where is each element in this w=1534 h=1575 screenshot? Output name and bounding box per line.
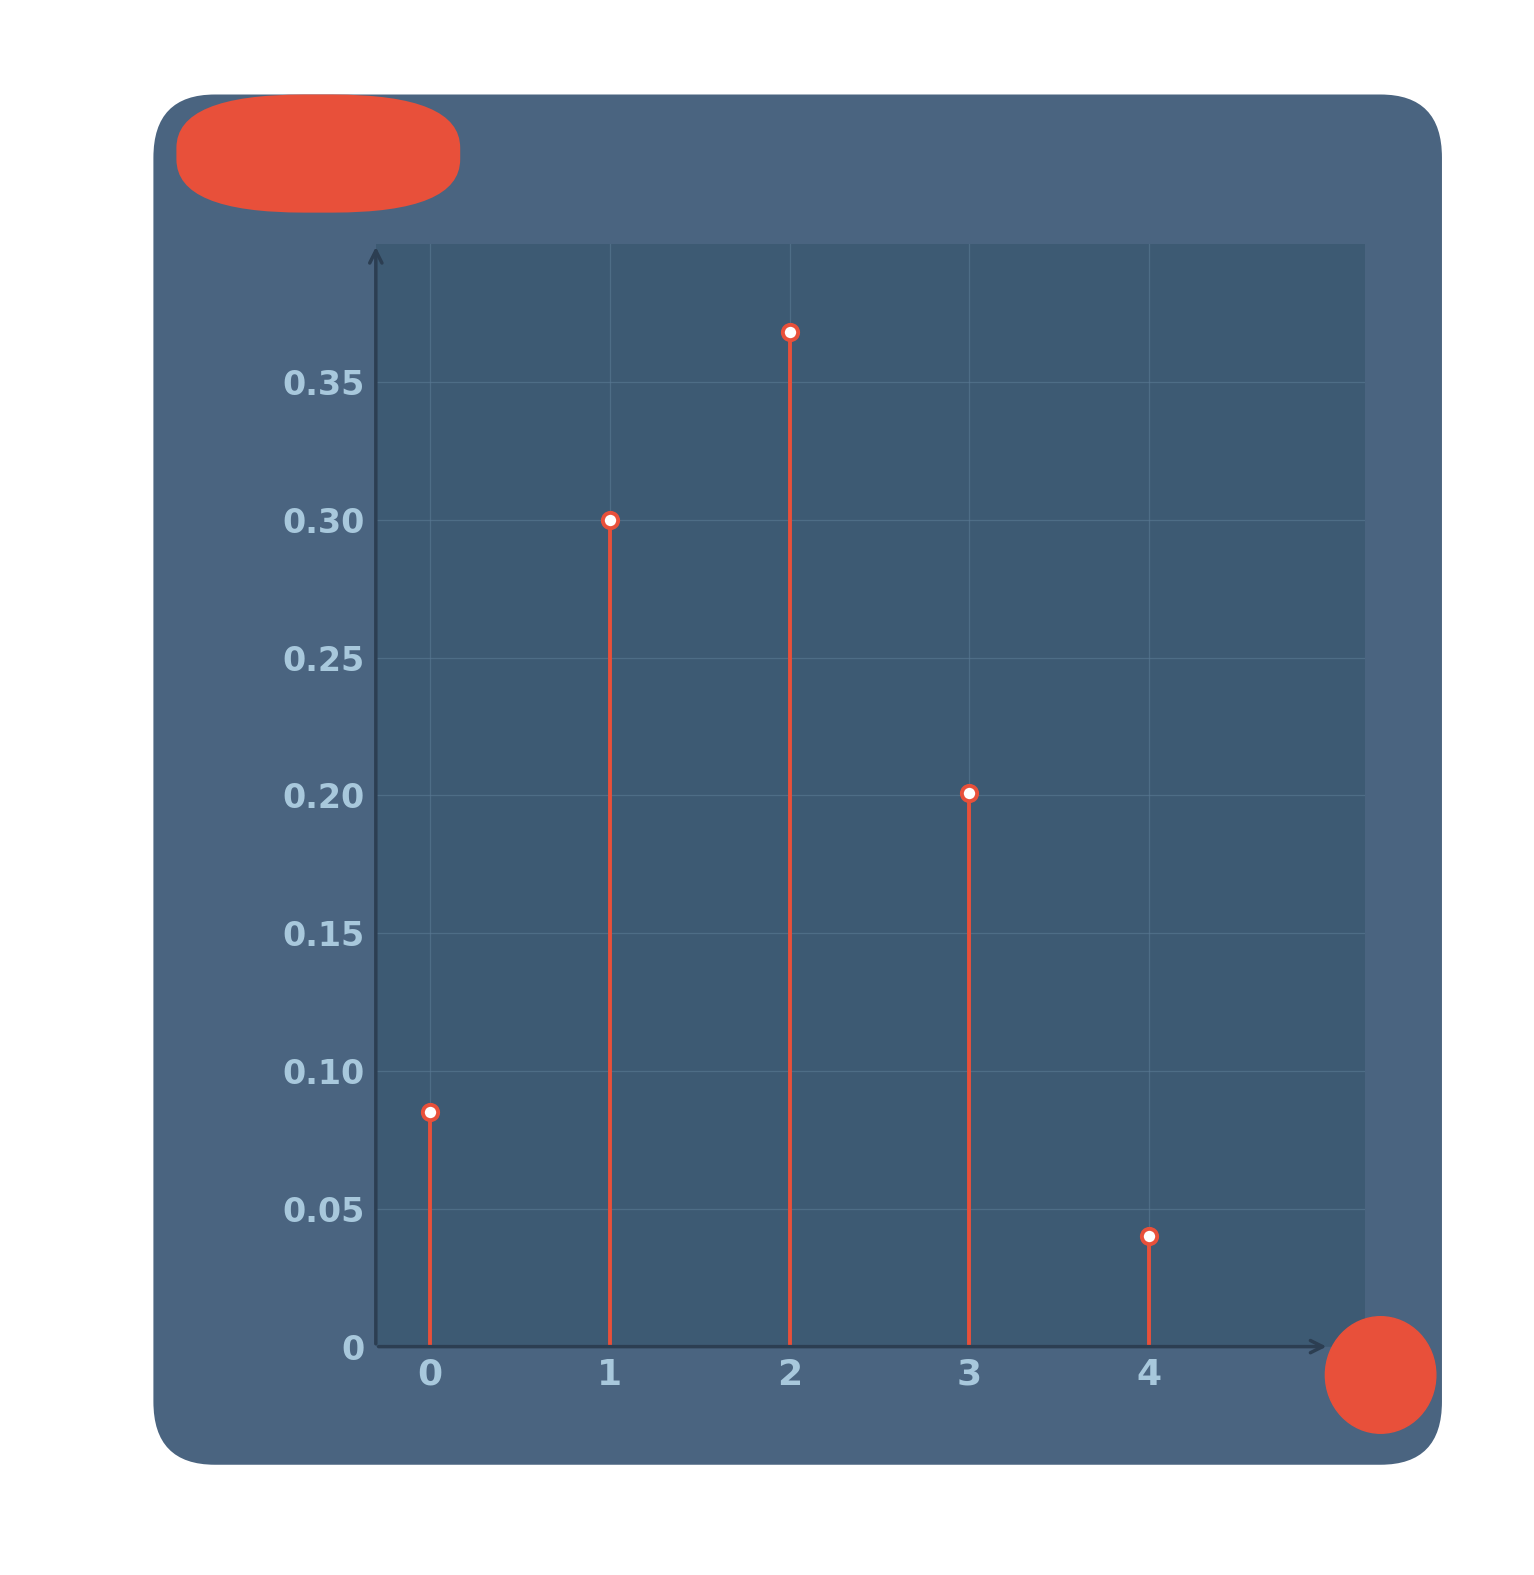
Text: P ( X = r ): P ( X = r ) bbox=[204, 132, 433, 175]
Circle shape bbox=[1325, 1317, 1436, 1433]
FancyBboxPatch shape bbox=[153, 94, 1442, 1465]
FancyBboxPatch shape bbox=[176, 94, 460, 213]
Text: r: r bbox=[1370, 1354, 1391, 1395]
